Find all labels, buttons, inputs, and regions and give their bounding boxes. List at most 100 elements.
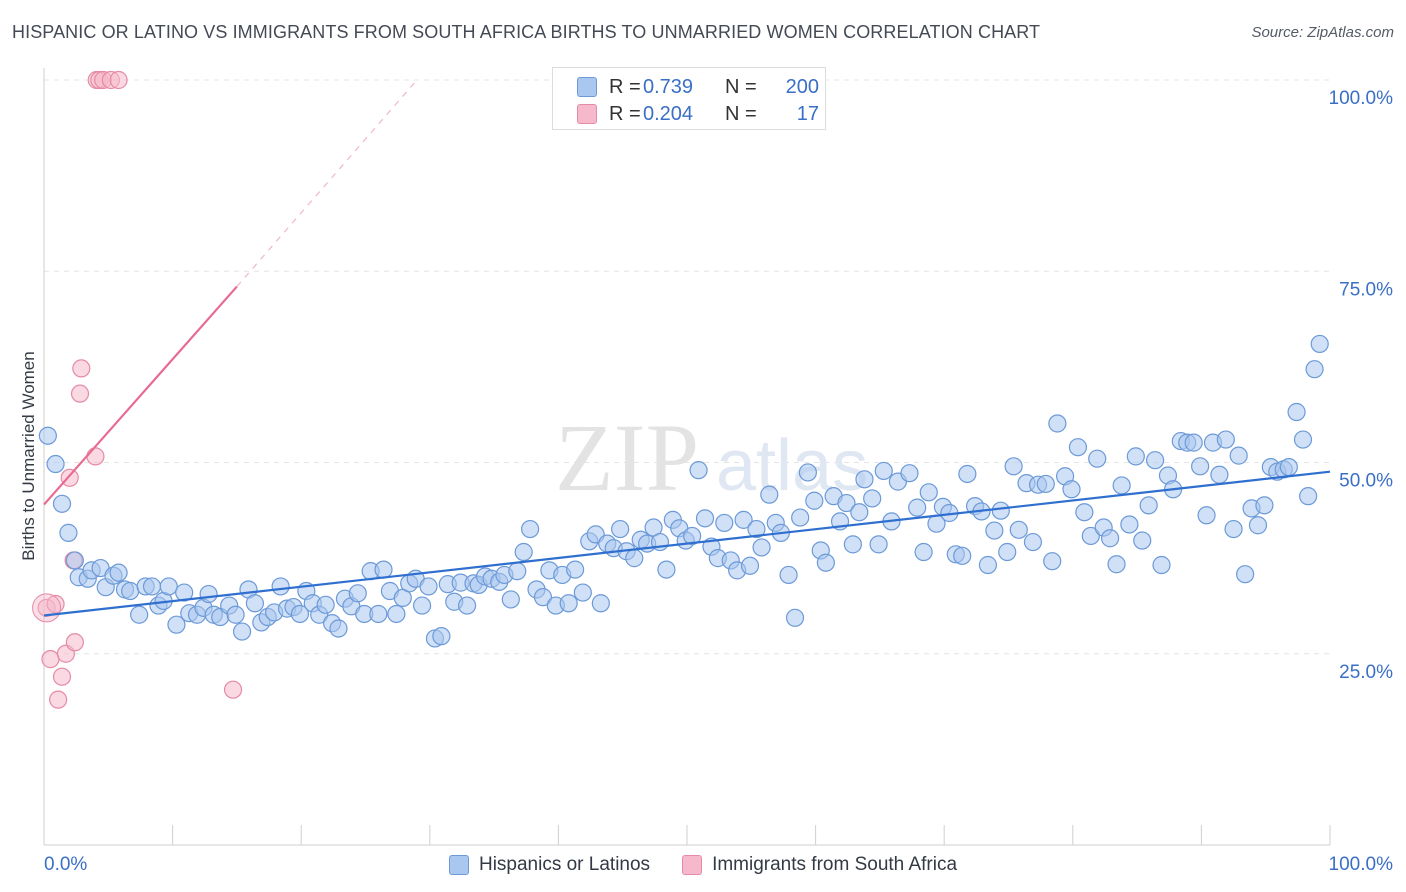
trend-line-hispanic	[43, 470, 1331, 617]
data-point-hispanic	[657, 560, 676, 579]
watermark-atlas: atlas	[716, 426, 868, 506]
data-point-hispanic	[791, 508, 810, 527]
data-point-hispanic	[290, 604, 310, 624]
legend-swatch-pink	[577, 104, 597, 124]
data-point-hispanic	[573, 583, 592, 602]
chart-title: HISPANIC OR LATINO VS IMMIGRANTS FROM SO…	[12, 22, 1041, 42]
legend-swatch-pink	[682, 855, 703, 875]
data-point-hispanic	[1023, 532, 1043, 552]
data-point-hispanic	[978, 555, 998, 575]
data-point-hispanic	[1120, 515, 1139, 534]
data-point-hispanic	[869, 535, 888, 554]
data-point-hispanic	[740, 556, 760, 575]
data-point-hispanic	[752, 538, 771, 557]
data-point-hispanic	[779, 565, 798, 585]
legend-swatch-blue	[577, 77, 597, 97]
data-point-south-africa-large	[32, 593, 62, 623]
data-point-hispanic	[387, 604, 406, 624]
data-point-hispanic	[1036, 474, 1055, 494]
data-point-hispanic	[374, 560, 393, 579]
data-point-south-africa	[223, 680, 243, 699]
data-point-south-africa	[70, 384, 90, 403]
data-point-hispanic	[695, 509, 715, 528]
data-point-hispanic	[747, 519, 766, 539]
data-point-hispanic	[734, 510, 753, 529]
data-point-hispanic	[953, 546, 972, 565]
data-point-hispanic	[1279, 457, 1298, 477]
data-point-hispanic	[919, 483, 938, 502]
legend-r-value: 0.739	[643, 75, 694, 98]
data-point-hispanic	[1224, 519, 1243, 539]
data-point-hispanic	[1112, 476, 1131, 495]
data-point-hispanic	[1236, 565, 1255, 584]
data-point-hispanic	[958, 464, 977, 484]
data-point-hispanic	[837, 493, 856, 513]
series-hispanic-points	[38, 334, 1329, 648]
data-point-hispanic	[805, 491, 824, 510]
legend-swatch-blue	[448, 855, 469, 875]
data-point-hispanic	[1139, 496, 1158, 515]
data-point-hispanic	[245, 594, 265, 613]
data-point-hispanic	[559, 594, 578, 613]
legend-row-south-africa: R = 0.204 N = 17	[577, 101, 819, 127]
x-tick-label: 100.0%	[1329, 854, 1394, 875]
data-point-hispanic	[785, 608, 805, 627]
data-point-hispanic	[566, 560, 585, 579]
y-tick-label: 25.0%	[1339, 662, 1393, 683]
data-point-hispanic	[850, 503, 869, 522]
data-point-hispanic	[1075, 503, 1094, 522]
data-point-hispanic	[1152, 555, 1171, 575]
legend-r-value: 0.204	[643, 102, 694, 125]
y-tick-label: 75.0%	[1339, 279, 1393, 300]
data-point-hispanic	[46, 454, 65, 474]
watermark-zip: ZIP	[555, 404, 699, 511]
data-point-hispanic	[514, 542, 533, 562]
data-point-hispanic	[1100, 529, 1120, 548]
y-tick-label: 100.0%	[1329, 88, 1394, 109]
data-point-hispanic	[760, 485, 779, 504]
data-point-south-africa	[65, 633, 84, 652]
data-point-hispanic	[1310, 334, 1329, 354]
data-point-hispanic	[914, 542, 933, 562]
data-point-hispanic	[432, 627, 451, 646]
data-point-hispanic	[419, 577, 438, 596]
data-point-hispanic	[1248, 516, 1268, 535]
legend-r-label: R =	[609, 102, 641, 125]
axes	[43, 68, 1331, 846]
data-point-hispanic	[109, 563, 128, 582]
data-point-hispanic	[167, 615, 186, 634]
data-point-hispanic	[863, 489, 882, 508]
watermark: ZIP atlas	[555, 404, 868, 511]
data-point-hispanic	[855, 470, 874, 489]
data-point-hispanic	[521, 519, 540, 539]
data-point-hispanic	[1255, 496, 1274, 515]
grid-lines	[44, 79, 1330, 655]
data-point-hispanic	[1197, 506, 1216, 525]
data-point-hispanic	[175, 583, 194, 602]
data-point-hispanic	[316, 595, 335, 614]
data-point-hispanic	[457, 596, 477, 615]
data-point-south-africa	[60, 468, 79, 487]
data-point-hispanic	[65, 551, 84, 570]
trend-line-south-africa-extension	[236, 79, 418, 287]
data-point-hispanic	[271, 577, 290, 596]
legend-n-label: N =	[725, 75, 757, 98]
data-point-hispanic	[1009, 520, 1028, 539]
legend-label-south-africa: Immigrants from South Africa	[712, 854, 958, 875]
tick-labels: 25.0% 50.0% 75.0% 100.0% 0.0% 100.0%	[44, 88, 1393, 875]
legend-row-hispanic: R = 0.739 N = 200	[577, 74, 819, 100]
data-point-hispanic	[1191, 457, 1210, 476]
data-point-hispanic	[38, 426, 57, 445]
data-point-hispanic	[1081, 526, 1100, 546]
data-point-hispanic	[1004, 457, 1023, 476]
data-point-hispanic	[715, 513, 734, 533]
data-point-hispanic	[985, 521, 1004, 540]
correlation-legend: R = 0.739 N = 200 R = 0.204 N = 17	[552, 67, 826, 130]
data-point-hispanic	[843, 535, 862, 554]
data-point-hispanic	[508, 562, 527, 581]
data-point-hispanic	[1229, 446, 1248, 465]
legend-n-value: 200	[785, 75, 819, 98]
data-point-hispanic	[1293, 430, 1313, 449]
data-point-hispanic	[121, 581, 140, 601]
data-point-hispanic	[1107, 555, 1126, 574]
